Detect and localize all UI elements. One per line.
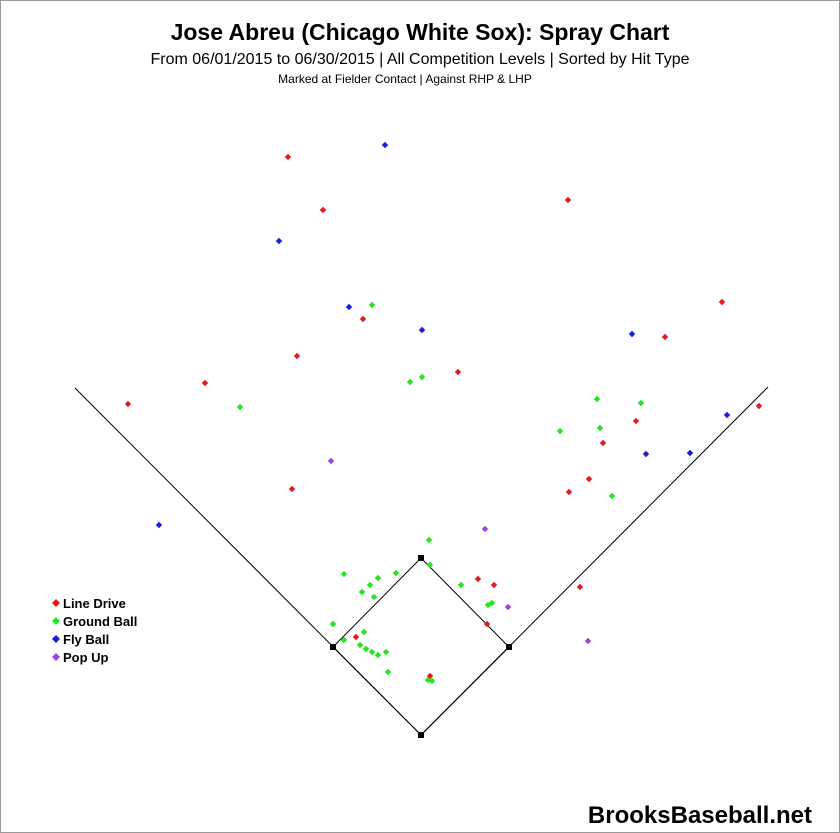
point [661, 333, 669, 341]
point [718, 298, 726, 306]
field [74, 386, 769, 738]
point [484, 601, 492, 609]
legend-marker [52, 635, 60, 643]
point [474, 575, 482, 583]
point [632, 417, 640, 425]
point [374, 574, 382, 582]
legend-label: Ground Ball [63, 614, 137, 629]
point [642, 450, 650, 458]
point [428, 677, 436, 685]
point [628, 330, 636, 338]
point [236, 403, 244, 411]
point [596, 424, 604, 432]
point [201, 379, 209, 387]
point [381, 141, 389, 149]
point [425, 536, 433, 544]
point [454, 368, 462, 376]
point [374, 651, 382, 659]
point [340, 570, 348, 578]
point [584, 637, 592, 645]
point [608, 492, 616, 500]
point [368, 648, 376, 656]
point [556, 427, 564, 435]
point [755, 402, 763, 410]
point [564, 196, 572, 204]
point [457, 581, 465, 589]
legend-marker [52, 599, 60, 607]
legend-label: Pop Up [63, 650, 109, 665]
point [565, 488, 573, 496]
base [506, 644, 512, 650]
base [418, 732, 424, 738]
point [356, 641, 364, 649]
legend-label: Fly Ball [63, 632, 109, 647]
legend-marker [52, 617, 60, 625]
point [599, 439, 607, 447]
point [406, 378, 414, 386]
point [329, 620, 337, 628]
point [504, 603, 512, 611]
point [359, 315, 367, 323]
point [576, 583, 584, 591]
point [275, 237, 283, 245]
point [382, 648, 390, 656]
point [585, 475, 593, 483]
point [483, 620, 491, 628]
chart-caption: Marked at Fielder Contact | Against RHP … [278, 72, 532, 86]
point [358, 588, 366, 596]
point [124, 400, 132, 408]
point [368, 301, 376, 309]
point [686, 449, 694, 457]
point [384, 668, 392, 676]
point [392, 569, 400, 577]
point [593, 395, 601, 403]
point [345, 303, 353, 311]
point [155, 521, 163, 529]
point [637, 399, 645, 407]
base [418, 555, 424, 561]
point [360, 628, 368, 636]
point [418, 326, 426, 334]
point [327, 457, 335, 465]
point [370, 593, 378, 601]
point [362, 645, 370, 653]
chart-title: Jose Abreu (Chicago White Sox): Spray Ch… [171, 19, 670, 45]
point [723, 411, 731, 419]
legend-label: Line Drive [63, 596, 126, 611]
point [293, 352, 301, 360]
point [352, 633, 360, 641]
legend-marker [52, 653, 60, 661]
point [418, 373, 426, 381]
point [319, 206, 327, 214]
chart-subtitle: From 06/01/2015 to 06/30/2015 | All Comp… [151, 51, 690, 68]
watermark: BrooksBaseball.net [588, 802, 812, 829]
base [330, 644, 336, 650]
point [426, 561, 434, 569]
point [284, 153, 292, 161]
point [340, 636, 348, 644]
point [366, 581, 374, 589]
point [288, 485, 296, 493]
point [490, 581, 498, 589]
point [481, 525, 489, 533]
